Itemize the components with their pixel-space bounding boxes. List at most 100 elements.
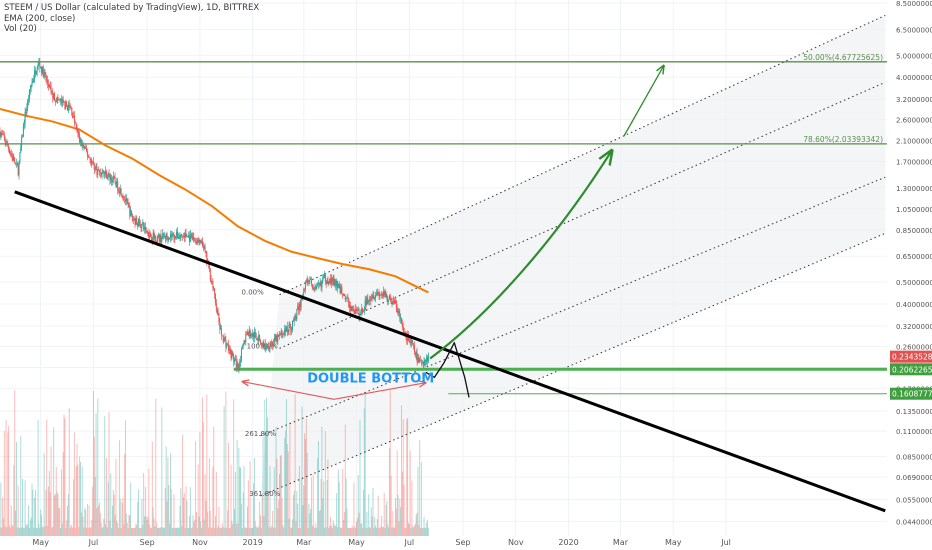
volume-bar bbox=[326, 480, 328, 536]
volume-bar bbox=[206, 394, 208, 536]
candle-body bbox=[0, 133, 2, 137]
price-axis-label: 5.00000000 bbox=[896, 52, 932, 60]
volume-bar bbox=[137, 489, 139, 536]
volume-bar bbox=[253, 483, 255, 536]
volume-bar bbox=[320, 478, 322, 536]
candle-body bbox=[111, 177, 113, 183]
volume-bar bbox=[134, 527, 136, 536]
volume-bar bbox=[394, 497, 396, 536]
candle-body bbox=[82, 144, 84, 147]
volume-bar bbox=[342, 469, 344, 536]
candle-body bbox=[243, 340, 245, 345]
candle-body bbox=[42, 66, 44, 78]
candle-body bbox=[32, 80, 34, 82]
volume-bar bbox=[286, 444, 288, 536]
volume-bar bbox=[349, 527, 351, 536]
volume-bar bbox=[151, 441, 153, 536]
candle-body bbox=[157, 234, 159, 237]
time-axis-label: May bbox=[665, 538, 682, 547]
candle-body bbox=[225, 339, 227, 348]
candle-body bbox=[172, 233, 174, 235]
candle-body bbox=[267, 344, 269, 350]
candle-body bbox=[316, 285, 318, 288]
volume-bar bbox=[67, 494, 69, 536]
candle-body bbox=[212, 280, 214, 289]
volume-bar bbox=[227, 510, 229, 536]
symbol-title[interactable]: STEEM / US Dollar (calculated by Trading… bbox=[4, 3, 260, 13]
candle-body bbox=[59, 99, 61, 101]
candle-body bbox=[422, 362, 424, 366]
candle-body bbox=[87, 155, 89, 158]
candle-body bbox=[272, 343, 274, 346]
candle-body bbox=[119, 188, 121, 194]
volume-bar bbox=[85, 509, 87, 536]
volume-bar bbox=[315, 523, 317, 536]
candle-body bbox=[414, 352, 416, 356]
volume-bar bbox=[64, 418, 66, 536]
candle-body bbox=[317, 284, 319, 286]
ema-line bbox=[0, 107, 429, 294]
price-axis-label: 3.20000000 bbox=[896, 96, 932, 104]
candle-body bbox=[197, 240, 199, 243]
ema-indicator-label[interactable]: EMA (200, close) bbox=[4, 13, 76, 24]
volume-bar bbox=[61, 523, 63, 536]
volume-bar bbox=[195, 441, 197, 536]
candle-body bbox=[37, 64, 39, 69]
candle-body bbox=[297, 306, 299, 310]
candle-body bbox=[141, 224, 143, 228]
candle-body bbox=[358, 309, 360, 318]
candle-body bbox=[31, 81, 33, 86]
volume-bar bbox=[305, 418, 307, 536]
volume-bar bbox=[20, 436, 22, 536]
volume-bar bbox=[158, 527, 160, 536]
volume-bar bbox=[52, 526, 54, 536]
candle-body bbox=[161, 238, 163, 242]
volume-bar bbox=[227, 442, 229, 536]
candle-body bbox=[105, 170, 107, 179]
volume-bar bbox=[152, 507, 154, 536]
candle-body bbox=[242, 344, 244, 346]
time-axis-label: Nov bbox=[508, 538, 524, 547]
double-bottom-label: DOUBLE BOTTOM bbox=[307, 372, 434, 387]
volume-bar bbox=[80, 512, 82, 536]
candle-body bbox=[217, 310, 219, 315]
candle-body bbox=[410, 340, 412, 343]
candle-body bbox=[420, 360, 422, 361]
candle-body bbox=[306, 279, 308, 283]
volume-bar bbox=[33, 527, 35, 536]
candle-body bbox=[45, 74, 47, 80]
candle-body bbox=[275, 335, 277, 340]
volume-bar bbox=[317, 458, 319, 536]
candle-body bbox=[319, 282, 321, 285]
volume-bar bbox=[111, 505, 113, 536]
candle-body bbox=[285, 326, 287, 332]
candle-body bbox=[356, 309, 358, 311]
volume-bar bbox=[2, 518, 4, 536]
candle-body bbox=[403, 328, 405, 333]
volume-bar bbox=[240, 503, 242, 536]
candle-body bbox=[231, 352, 233, 359]
volume-bar bbox=[377, 495, 379, 536]
volume-bar bbox=[420, 462, 422, 536]
volume-indicator-label[interactable]: Vol (20) bbox=[4, 24, 37, 34]
candle-body bbox=[140, 226, 142, 228]
volume-bar bbox=[277, 508, 279, 536]
candle-body bbox=[375, 293, 377, 296]
volume-bar bbox=[423, 516, 425, 536]
candle-body bbox=[401, 317, 403, 324]
volume-bar bbox=[60, 527, 62, 536]
candle-body bbox=[96, 166, 98, 175]
candle-body bbox=[112, 176, 114, 181]
candle-body bbox=[101, 171, 103, 175]
volume-bar bbox=[83, 527, 85, 536]
volume-bar bbox=[202, 421, 204, 536]
volume-bar bbox=[124, 453, 126, 536]
candle-body bbox=[163, 235, 165, 237]
volume-bar bbox=[110, 473, 112, 536]
volume-bar bbox=[361, 523, 363, 536]
time-axis[interactable]: May Jul Sep Nov 2019 Mar May Jul Sep Nov 2020 Mar Ma… bbox=[32, 538, 730, 547]
volume-bar bbox=[306, 452, 308, 536]
